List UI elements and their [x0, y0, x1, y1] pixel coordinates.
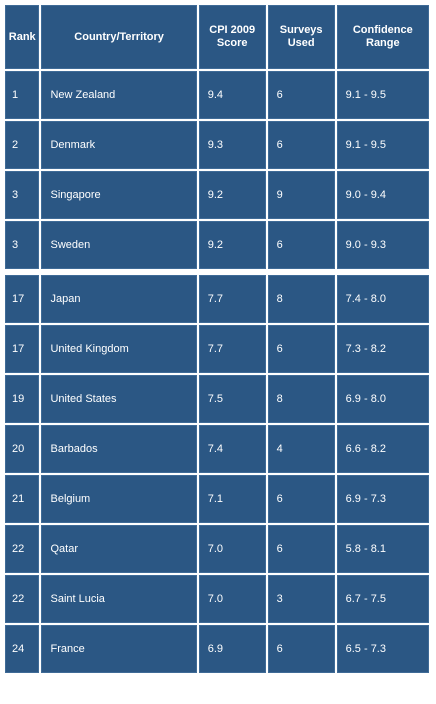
cpi-score-cell: 7.7 — [198, 325, 266, 373]
confidence-range-cell: 6.7 - 7.5 — [336, 575, 429, 623]
country-cell: Belgium — [41, 475, 197, 523]
table-body: 1 New Zealand 9.4 6 9.1 - 9.5 2 Denmark 9.3 6 9.1… — [5, 71, 429, 673]
confidence-range-cell: 7.3 - 8.2 — [336, 325, 429, 373]
rank-cell: 17 — [5, 325, 40, 373]
cpi-score-cell: 9.3 — [198, 121, 266, 169]
surveys-used-cell: 6 — [267, 325, 335, 373]
rank-cell: 22 — [5, 525, 40, 573]
rank-cell: 3 — [5, 221, 40, 269]
surveys-used-cell: 3 — [267, 575, 335, 623]
cpi-score-cell: 9.2 — [198, 171, 266, 219]
group-separator-cell — [5, 271, 429, 273]
country-cell: Saint Lucia — [41, 575, 197, 623]
table-row: 17 United Kingdom 7.7 6 7.3 - 8.2 — [5, 325, 429, 373]
cpi-score-cell: 9.2 — [198, 221, 266, 269]
cpi-score-cell: 7.5 — [198, 375, 266, 423]
country-cell: France — [41, 625, 197, 673]
table-row: 22 Saint Lucia 7.0 3 6.7 - 7.5 — [5, 575, 429, 623]
table-row: 24 France 6.9 6 6.5 - 7.3 — [5, 625, 429, 673]
country-cell: Denmark — [41, 121, 197, 169]
cpi-score-cell: 7.4 — [198, 425, 266, 473]
surveys-used-cell: 6 — [267, 525, 335, 573]
country-cell: United Kingdom — [41, 325, 197, 373]
cpi-score-cell: 7.1 — [198, 475, 266, 523]
cpi-score-cell: 7.0 — [198, 575, 266, 623]
cpi-score-cell: 7.7 — [198, 275, 266, 323]
table-row: 3 Singapore 9.2 9 9.0 - 9.4 — [5, 171, 429, 219]
surveys-used-cell: 6 — [267, 625, 335, 673]
confidence-range-cell: 6.9 - 8.0 — [336, 375, 429, 423]
country-cell: Qatar — [41, 525, 197, 573]
confidence-range-cell: 6.5 - 7.3 — [336, 625, 429, 673]
surveys-used-cell: 8 — [267, 375, 335, 423]
rank-cell: 21 — [5, 475, 40, 523]
confidence-range-cell: 7.4 - 8.0 — [336, 275, 429, 323]
country-cell: Singapore — [41, 171, 197, 219]
table-row: 21 Belgium 7.1 6 6.9 - 7.3 — [5, 475, 429, 523]
surveys-used-cell: 6 — [267, 475, 335, 523]
rank-cell: 17 — [5, 275, 40, 323]
rank-cell: 1 — [5, 71, 40, 119]
surveys-used-cell: 4 — [267, 425, 335, 473]
table-row: 20 Barbados 7.4 4 6.6 - 8.2 — [5, 425, 429, 473]
header-confidence-range: Confidence Range — [336, 5, 429, 69]
confidence-range-cell: 9.1 - 9.5 — [336, 121, 429, 169]
table-row: 2 Denmark 9.3 6 9.1 - 9.5 — [5, 121, 429, 169]
confidence-range-cell: 9.0 - 9.4 — [336, 171, 429, 219]
country-cell: Barbados — [41, 425, 197, 473]
header-rank: Rank — [5, 5, 40, 69]
rank-cell: 20 — [5, 425, 40, 473]
surveys-used-cell: 6 — [267, 221, 335, 269]
table-row: 1 New Zealand 9.4 6 9.1 - 9.5 — [5, 71, 429, 119]
rank-cell: 22 — [5, 575, 40, 623]
surveys-used-cell: 6 — [267, 121, 335, 169]
country-cell: United States — [41, 375, 197, 423]
table-row: 19 United States 7.5 8 6.9 - 8.0 — [5, 375, 429, 423]
confidence-range-cell: 9.0 - 9.3 — [336, 221, 429, 269]
cpi-score-cell: 6.9 — [198, 625, 266, 673]
group-separator — [5, 271, 429, 273]
confidence-range-cell: 9.1 - 9.5 — [336, 71, 429, 119]
confidence-range-cell: 6.6 - 8.2 — [336, 425, 429, 473]
confidence-range-cell: 6.9 - 7.3 — [336, 475, 429, 523]
surveys-used-cell: 8 — [267, 275, 335, 323]
table-row: 3 Sweden 9.2 6 9.0 - 9.3 — [5, 221, 429, 269]
header-cpi-score: CPI 2009 Score — [198, 5, 266, 69]
rank-cell: 2 — [5, 121, 40, 169]
country-cell: New Zealand — [41, 71, 197, 119]
table-row: 22 Qatar 7.0 6 5.8 - 8.1 — [5, 525, 429, 573]
country-cell: Japan — [41, 275, 197, 323]
rank-cell: 3 — [5, 171, 40, 219]
country-cell: Sweden — [41, 221, 197, 269]
cpi-table-container: Rank Country/Territory CPI 2009 Score Sur… — [3, 3, 431, 675]
surveys-used-cell: 6 — [267, 71, 335, 119]
table-header-row: Rank Country/Territory CPI 2009 Score Sur… — [5, 5, 429, 69]
rank-cell: 19 — [5, 375, 40, 423]
cpi-score-cell: 7.0 — [198, 525, 266, 573]
header-country: Country/Territory — [41, 5, 197, 69]
cpi-ranking-table: Rank Country/Territory CPI 2009 Score Sur… — [3, 3, 431, 675]
confidence-range-cell: 5.8 - 8.1 — [336, 525, 429, 573]
cpi-score-cell: 9.4 — [198, 71, 266, 119]
rank-cell: 24 — [5, 625, 40, 673]
header-surveys-used: Surveys Used — [267, 5, 335, 69]
table-row: 17 Japan 7.7 8 7.4 - 8.0 — [5, 275, 429, 323]
surveys-used-cell: 9 — [267, 171, 335, 219]
